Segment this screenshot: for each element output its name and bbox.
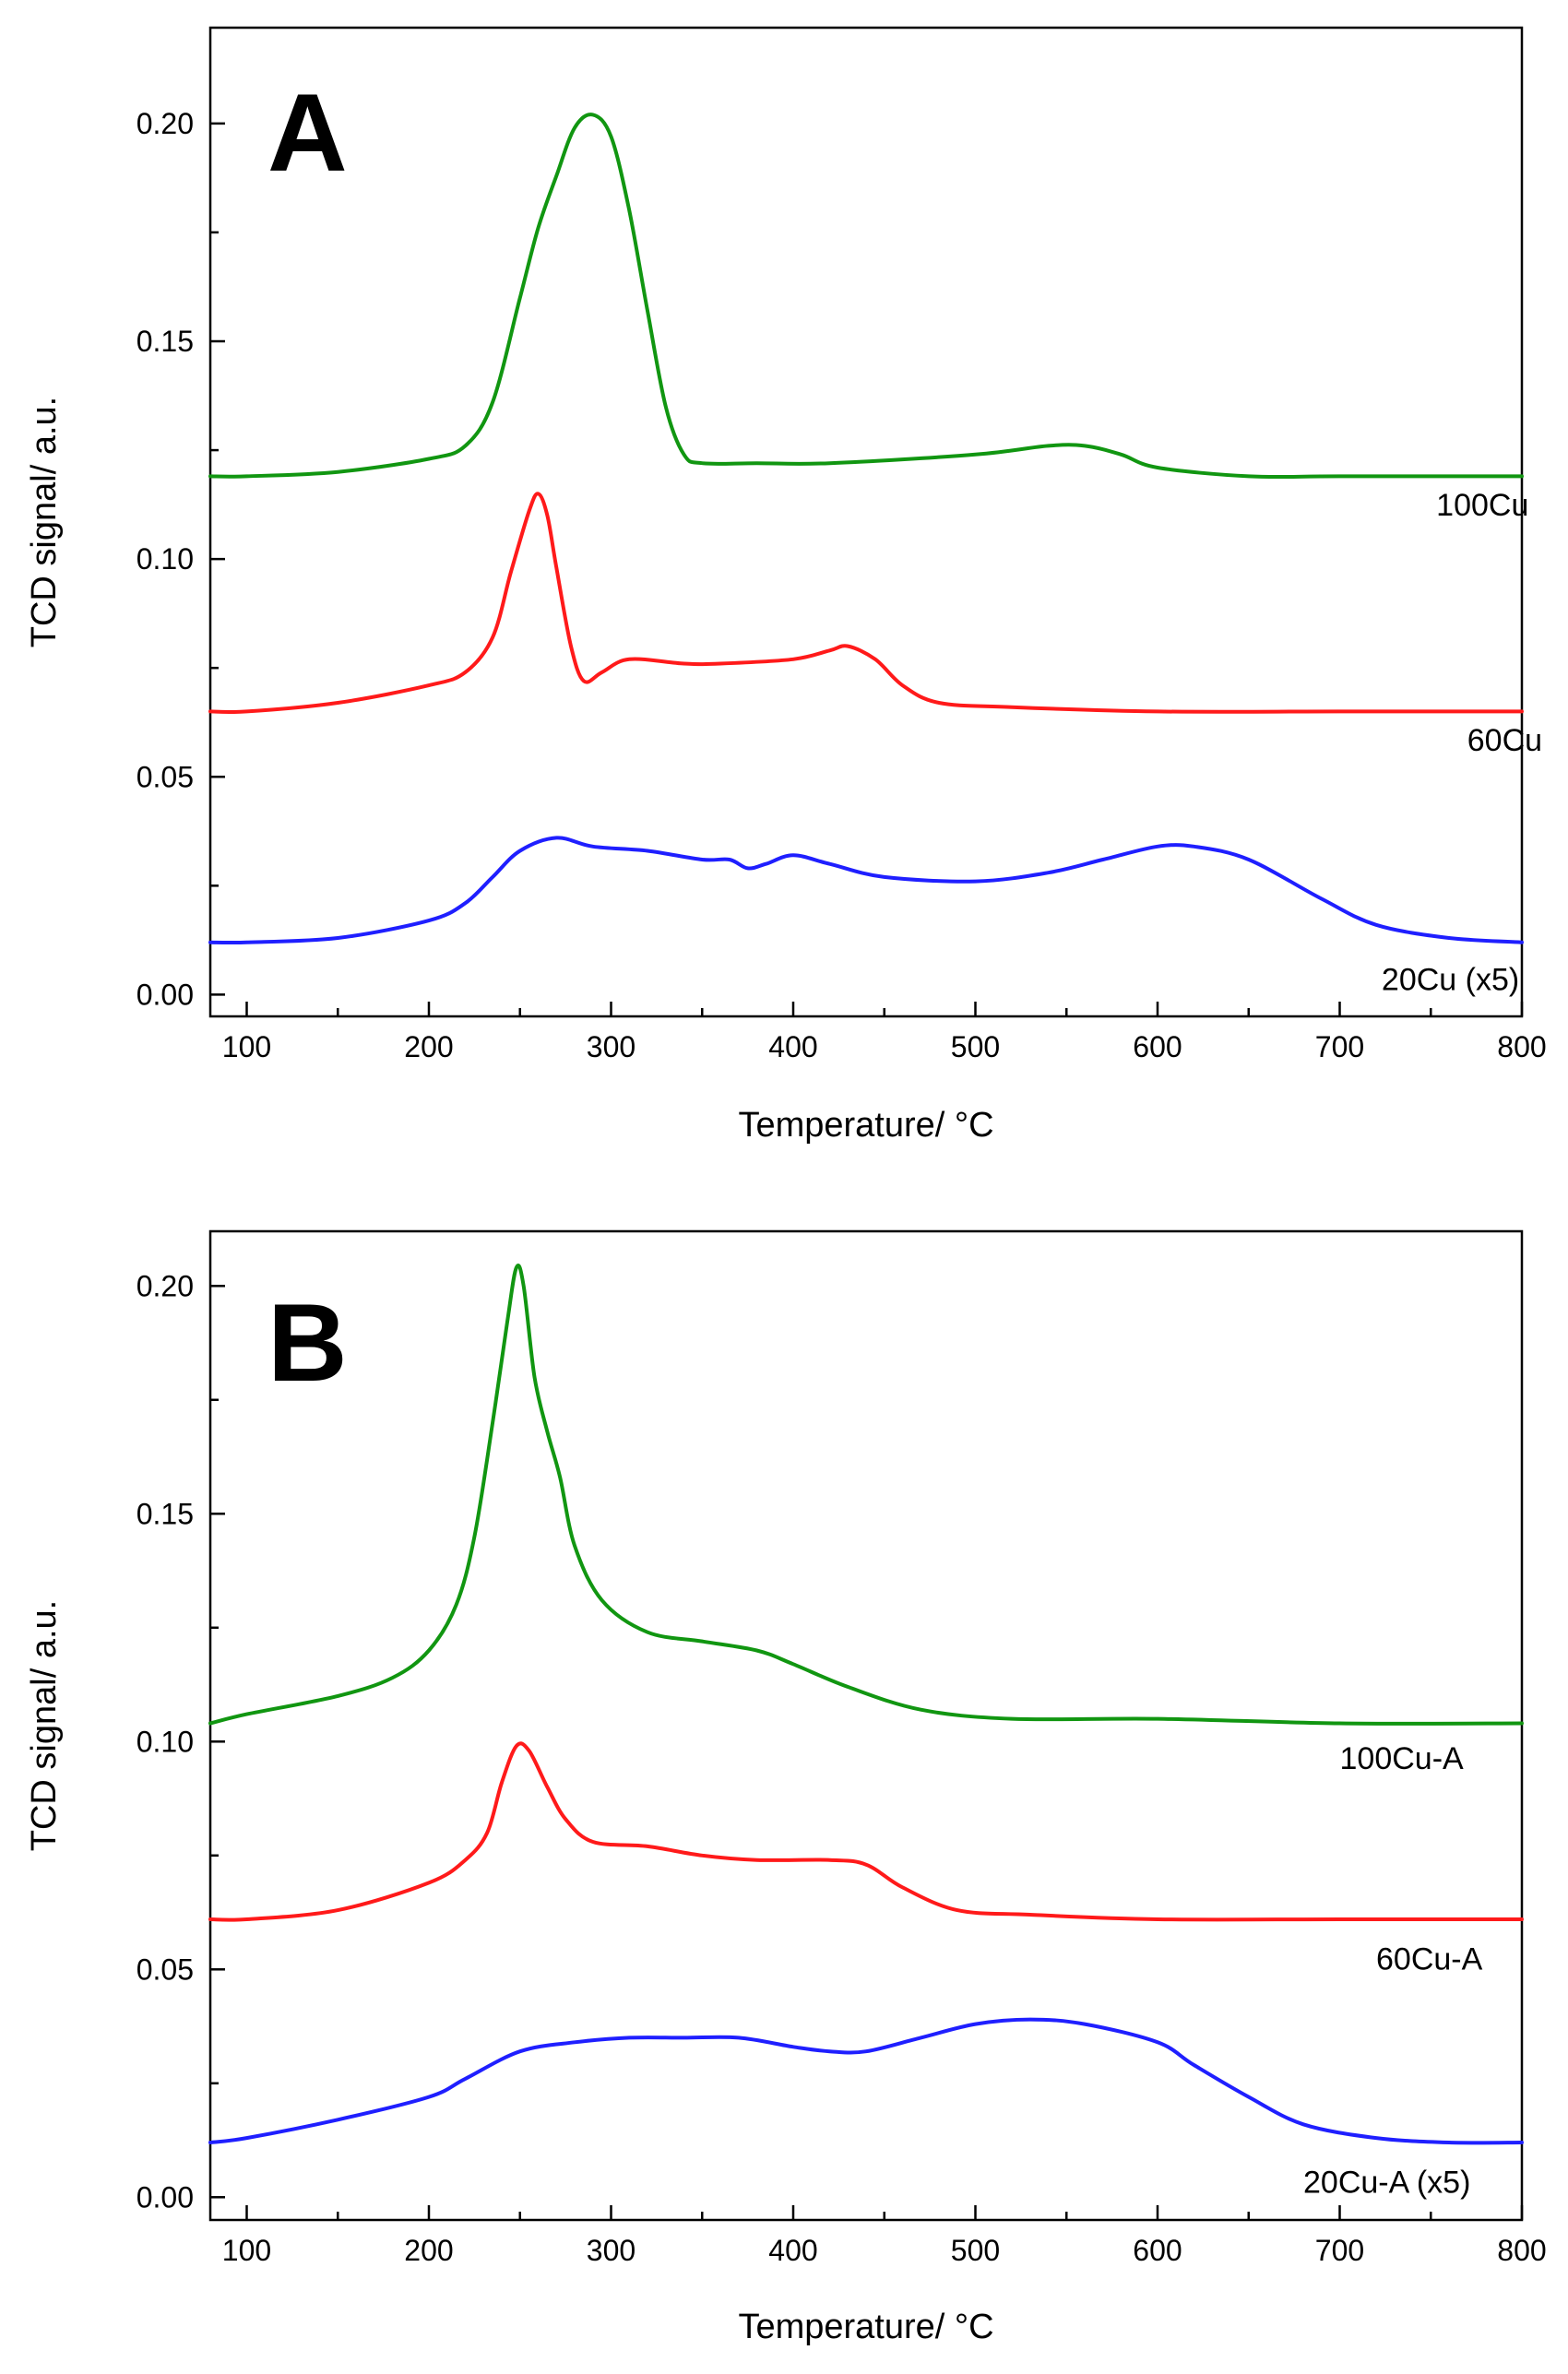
a-y-tick-label-3: 0.15 xyxy=(137,325,194,358)
a-series-line-1 xyxy=(208,492,1524,715)
panel-a-chart: A 100 200 300 400 500 600 700 800 0.000.050.100… xyxy=(25,26,1547,1145)
b-series-line-1 xyxy=(208,1741,1524,1922)
panel-b-y-axis-title: TCD signal/ a.u. xyxy=(25,1600,64,1851)
a-series-label-2: 20Cu (x5) xyxy=(1382,963,1519,998)
a-series-label-0: 100Cu xyxy=(1436,488,1528,523)
a-y-tick-label-0: 0.00 xyxy=(137,978,194,1011)
b-x-tick-label-500: 500 xyxy=(951,2234,1000,2267)
panel-a-y-axis: 0.00 0.05 0.10 0.15 0.20 xyxy=(137,107,225,1011)
b-series-line-2 xyxy=(208,2017,1524,2145)
a-x-tick-label-700: 700 xyxy=(1315,1030,1364,1063)
panel-b-plot-frame xyxy=(208,1229,1524,2222)
a-y-tick-label-2: 0.10 xyxy=(137,542,194,576)
b-series-label-1: 60Cu-A xyxy=(1376,1941,1483,1976)
panel-b-letter: B xyxy=(267,1281,348,1405)
b-y-tick-label-1: 0.05 xyxy=(137,1953,194,1986)
a-series-line-2 xyxy=(208,836,1524,945)
panel-a-series xyxy=(208,113,1524,945)
b-y-tick-label-2: 0.10 xyxy=(137,1725,194,1758)
b-y-tick-label-0: 0.00 xyxy=(137,2180,194,2214)
a-x-tick-label-600: 600 xyxy=(1133,1030,1182,1063)
a-x-tick-label-400: 400 xyxy=(768,1030,817,1063)
panel-a-x-axis-title: Temperature/ °C xyxy=(738,1106,993,1145)
b-x-tick-label-700: 700 xyxy=(1315,2234,1364,2267)
b-x-tick-label-600: 600 xyxy=(1133,2234,1182,2267)
b-series-label-0: 100Cu-A xyxy=(1340,1741,1465,1776)
a-y-tick-label-4: 0.20 xyxy=(137,107,194,140)
panel-a-letter: A xyxy=(267,71,348,195)
panel-b-series xyxy=(208,1264,1524,2145)
a-x-tick-label-300: 300 xyxy=(587,1030,636,1063)
b-y-tick-label-4: 0.20 xyxy=(137,1269,194,1302)
panel-b-chart: B 100 200 300 400 500 600 700 800 0.000.050.100… xyxy=(25,1229,1547,2346)
b-y-tick-label-3: 0.15 xyxy=(137,1497,194,1530)
panel-b-x-axis-title: Temperature/ °C xyxy=(738,2308,993,2346)
panel-b-y-axis: 0.00 0.05 0.10 0.15 0.20 xyxy=(137,1269,225,2214)
a-series-line-0 xyxy=(208,113,1524,480)
a-x-tick-label-500: 500 xyxy=(951,1030,1000,1063)
b-x-tick-label-800: 800 xyxy=(1497,2234,1546,2267)
panel-b-series-labels: 100Cu-A 60Cu-A 20Cu-A (x5) xyxy=(1303,1741,1483,2200)
b-x-tick-label-200: 200 xyxy=(404,2234,453,2267)
a-x-tick-label-100: 100 xyxy=(222,1030,271,1063)
a-y-tick-label-1: 0.05 xyxy=(137,760,194,793)
a-x-tick-label-200: 200 xyxy=(404,1030,453,1063)
b-x-tick-label-100: 100 xyxy=(222,2234,271,2267)
panel-a-x-axis: 100 200 300 400 500 600 700 800 xyxy=(222,1002,1547,1063)
panel-a-y-axis-title: TCD signal/ a.u. xyxy=(25,397,64,647)
panel-b-x-axis: 100 200 300 400 500 600 700 800 xyxy=(222,2205,1547,2267)
panel-a-series-labels: 100Cu 60Cu 20Cu (x5) xyxy=(1382,488,1542,998)
a-series-label-1: 60Cu xyxy=(1467,723,1542,758)
a-x-tick-label-800: 800 xyxy=(1497,1030,1546,1063)
b-series-line-0 xyxy=(208,1264,1524,1726)
panel-a-plot-frame xyxy=(208,26,1524,1018)
b-series-label-2: 20Cu-A (x5) xyxy=(1303,2165,1470,2200)
b-x-tick-label-400: 400 xyxy=(768,2234,817,2267)
b-x-tick-label-300: 300 xyxy=(587,2234,636,2267)
